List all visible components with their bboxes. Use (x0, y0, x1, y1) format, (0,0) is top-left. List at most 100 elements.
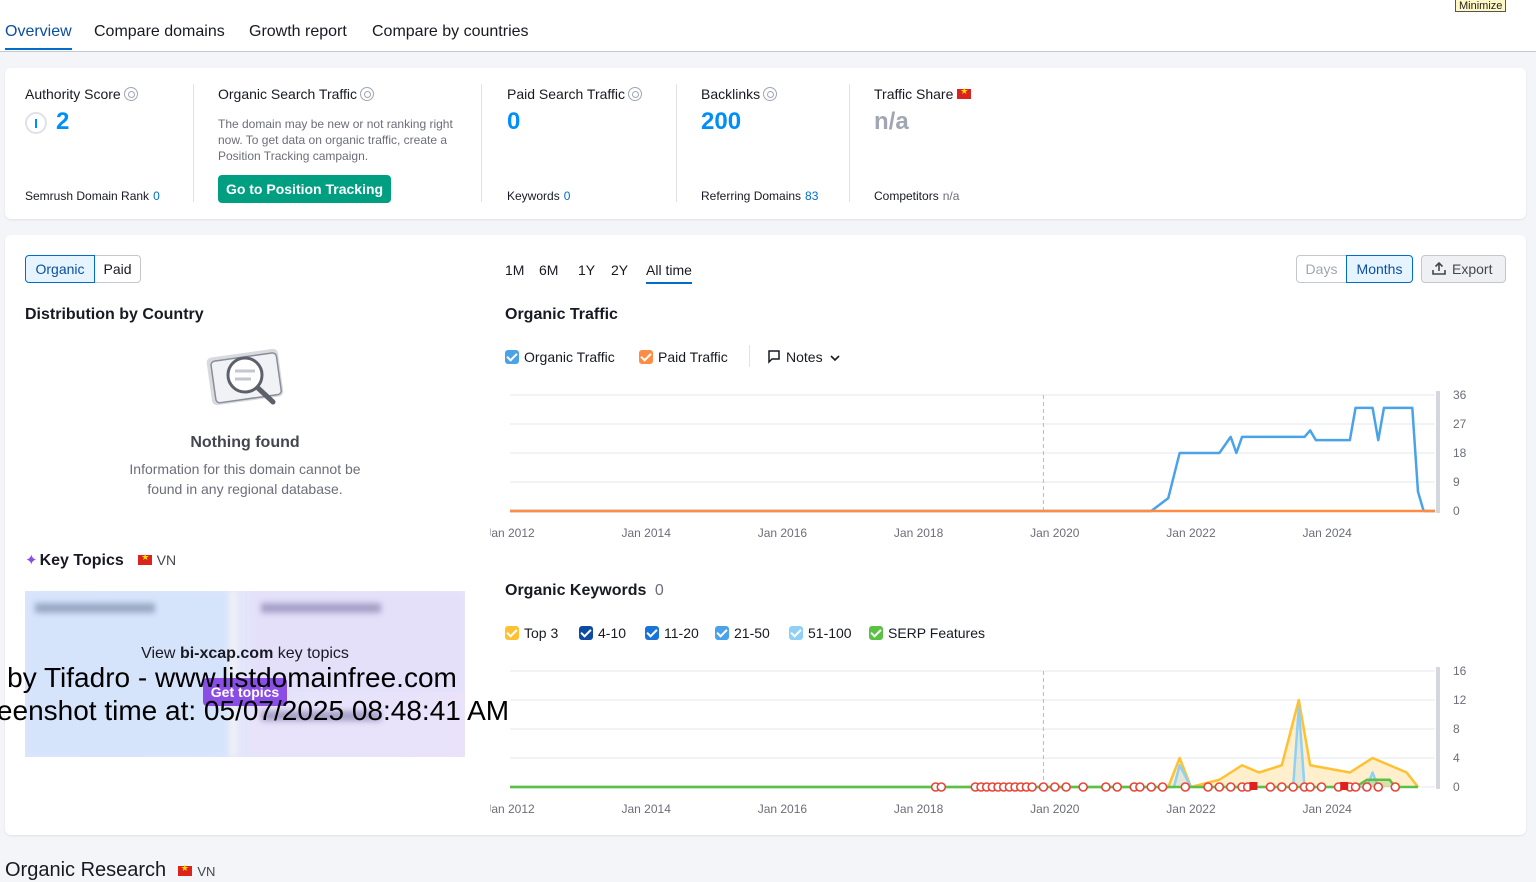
watermark-line-1: by Tifadro - www.listdomainfree.com (7, 662, 457, 693)
legend-paid-traffic[interactable]: Paid Traffic (639, 349, 728, 365)
x-tick-label: Jan 2024 (1302, 526, 1352, 540)
x-tick-label: Jan 2022 (1166, 526, 1216, 540)
paid-toggle[interactable]: Paid (94, 255, 141, 283)
organic-research-country: VN (197, 864, 216, 879)
domain-rank: Semrush Domain Rank 0 (25, 189, 160, 203)
x-tick-label: Jan 2022 (1166, 802, 1216, 816)
organic-toggle[interactable]: Organic (25, 255, 95, 283)
organic-keywords-chart: 0 4 8 12 16 Jan 2012 Jan 2014 Jan 2016 Jan 2018 J… (490, 664, 1467, 816)
info-icon[interactable] (123, 87, 138, 101)
google-update-icon (1350, 782, 1361, 792)
checkbox-icon (715, 626, 729, 640)
x-tick-label: Jan 2018 (894, 802, 944, 816)
x-tick-label: Jan 2014 (622, 802, 672, 816)
backlinks-label: Backlinks (701, 86, 778, 102)
series-line-organic-traffic (510, 406, 1435, 513)
watermark-line-2: Screenshot time at: 05/07/2025 08:48:41 … (0, 695, 510, 726)
series-line-top-3 (510, 698, 1419, 789)
paid-keywords-value[interactable]: 0 (563, 189, 571, 203)
google-update-icon (1362, 782, 1372, 792)
period-1y[interactable]: 1Y (578, 262, 596, 278)
distribution-title: Distribution by Country (25, 306, 204, 323)
authority-score-value: 2 (56, 108, 70, 135)
period-6m[interactable]: 6M (539, 262, 559, 278)
paid-traffic-value[interactable]: 0 (507, 108, 521, 135)
google-update-icon (1078, 782, 1088, 792)
top-bar: Minimize (0, 0, 1536, 20)
key-topics-panel: View bi-xcap.com key topics Get topics (25, 591, 465, 757)
y-tick-label: 0 (1453, 780, 1460, 794)
legend-21-50[interactable]: 21-50 (715, 625, 770, 641)
x-tick-label: Jan 2016 (758, 526, 808, 540)
legend-organic-traffic[interactable]: Organic Traffic (505, 349, 615, 365)
tab-compare-by-countries[interactable]: Compare by countries (372, 23, 529, 40)
tab-overview[interactable]: Overview (5, 22, 72, 50)
checkbox-icon (505, 626, 519, 640)
x-tick-label: Jan 2024 (1302, 802, 1352, 816)
divider (193, 84, 194, 202)
google-update-icon (1276, 782, 1287, 792)
blurred-topic-card (25, 591, 237, 757)
vietnam-flag-icon (138, 552, 153, 565)
competitors-value: n/a (942, 189, 960, 203)
period-2y[interactable]: 2Y (611, 262, 629, 278)
legend-4-10[interactable]: 4-10 (579, 625, 626, 641)
period-1m[interactable]: 1M (505, 262, 525, 278)
empty-state-text: Information for this domain cannot be fo… (129, 461, 361, 497)
competitors: Competitors n/a (874, 189, 960, 203)
google-update-icon (1038, 782, 1049, 792)
x-tick-label: Jan 2018 (894, 526, 944, 540)
export-button[interactable]: Export (1421, 255, 1506, 283)
legend-51-100[interactable]: 51-100 (789, 625, 852, 641)
vietnam-flag-icon (957, 86, 972, 99)
go-to-position-tracking-button[interactable]: Go to Position Tracking (218, 175, 391, 203)
legend-top-3[interactable]: Top 3 (505, 625, 558, 641)
google-update-icon (936, 782, 947, 792)
report-tabs: Overview Compare domains Growth report C… (0, 20, 1536, 52)
backlinks-value[interactable]: 200 (701, 108, 742, 135)
blurred-text (261, 603, 381, 613)
y-tick-label: 0 (1453, 504, 1460, 518)
divider (676, 84, 677, 202)
blurred-text (261, 711, 381, 721)
chevron-down-icon (830, 349, 841, 365)
period-all-time[interactable]: All time (646, 262, 692, 284)
tab-growth-report[interactable]: Growth report (249, 23, 347, 40)
info-icon[interactable] (763, 87, 778, 101)
divider (481, 84, 482, 202)
traffic-share-value: n/a (874, 108, 909, 135)
google-update-icon (1157, 782, 1168, 792)
empty-state-title: Nothing found (190, 434, 300, 451)
y-tick-label: 9 (1453, 475, 1460, 489)
legend-11-20[interactable]: 11-20 (645, 625, 699, 641)
info-icon[interactable] (628, 87, 643, 101)
traffic-share-label: Traffic Share (874, 86, 972, 102)
organic-research-title: Organic Research VN (5, 859, 215, 882)
google-update-icon (1180, 782, 1191, 792)
tab-compare-domains[interactable]: Compare domains (94, 23, 225, 40)
months-toggle[interactable]: Months (1346, 255, 1413, 283)
get-topics-button[interactable]: Get topics (203, 678, 287, 706)
days-toggle[interactable]: Days (1296, 255, 1347, 283)
magnifier-illustration (203, 339, 287, 415)
google-update-icon (1203, 782, 1213, 792)
google-update-icon (1101, 782, 1111, 792)
notes-dropdown[interactable]: Notes (767, 349, 841, 365)
info-icon[interactable] (360, 87, 375, 101)
divider (849, 84, 850, 202)
x-tick-label: Jan 2020 (1030, 526, 1080, 540)
google-update-icon (1061, 782, 1071, 792)
organic-keywords-chart-title: Organic Keywords 0 (505, 582, 664, 599)
google-update-icon (1305, 782, 1315, 792)
organic-traffic-chart-title: Organic Traffic (505, 306, 618, 323)
note-flag-icon (1249, 782, 1258, 790)
legend-serp-features[interactable]: SERP Features (869, 625, 985, 641)
checkbox-icon (789, 626, 803, 640)
y-tick-label: 12 (1453, 693, 1467, 707)
referring-domains-value[interactable]: 83 (805, 189, 819, 203)
x-tick-label: Jan 2014 (622, 526, 672, 540)
blurred-text (35, 603, 155, 613)
domain-rank-value[interactable]: 0 (153, 189, 160, 203)
organic-traffic-label: Organic Search Traffic (218, 86, 375, 102)
paid-keywords: Keywords 0 (507, 189, 571, 203)
